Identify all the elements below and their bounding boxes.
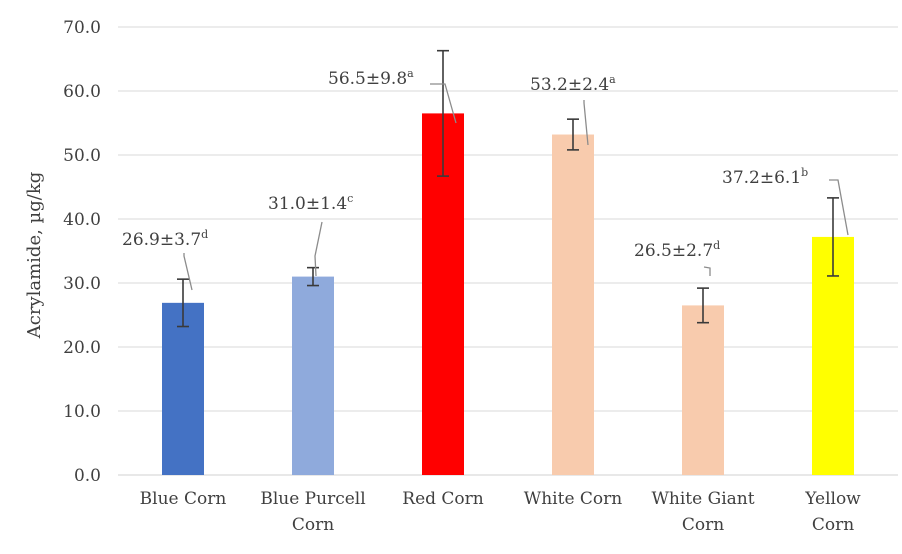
error-bars: [177, 49, 839, 328]
y-tick-label: 10.0: [63, 402, 101, 422]
error-bar: [827, 197, 839, 277]
data-labels: 26.9±3.7d 31.0±1.4c 56.5±9.8a 53.2±2.4a 26.5…: [122, 67, 808, 261]
bar: [292, 276, 334, 475]
error-bar: [437, 49, 449, 177]
label-leader-line: [583, 100, 589, 146]
bar-data-label: 31.0±1.4c: [268, 192, 353, 214]
y-tick-label: 70.0: [63, 18, 101, 38]
bars: [162, 113, 854, 476]
x-category-label: Red Corn: [402, 489, 484, 509]
bar-data-label: 56.5±9.8a: [328, 67, 414, 89]
error-bar: [177, 278, 189, 328]
y-tick-label: 0.0: [74, 466, 101, 486]
x-category-label: White Giant Corn: [651, 489, 754, 535]
bar: [162, 302, 204, 475]
x-category-label: Blue Purcell Corn: [260, 489, 365, 535]
bar: [552, 134, 594, 475]
x-category-label: Yellow Corn: [804, 489, 861, 535]
bar-data-label: 26.9±3.7d: [122, 228, 208, 250]
gridlines: [118, 26, 898, 476]
label-leader-line: [314, 221, 323, 277]
error-bar: [567, 118, 579, 151]
x-category-label: Blue Corn: [140, 489, 227, 509]
error-bar: [307, 266, 319, 287]
x-axis-categories: Blue Corn Blue Purcell Corn Red Corn White C…: [140, 489, 862, 535]
label-leader-line: [703, 266, 711, 276]
x-category-label: White Corn: [524, 489, 623, 509]
y-tick-label: 60.0: [63, 82, 101, 102]
y-tick-label: 30.0: [63, 274, 101, 294]
label-leader-lines: [183, 83, 849, 291]
label-leader-line: [829, 179, 849, 236]
bar-data-label: 53.2±2.4a: [530, 73, 616, 95]
label-leader-line: [183, 253, 193, 291]
y-tick-label: 50.0: [63, 146, 101, 166]
label-leader-line: [430, 83, 457, 124]
y-axis-ticks: 0.0 10.0 20.0 30.0 40.0 50.0 60.0 70.0: [63, 18, 101, 486]
bar-data-label: 37.2±6.1b: [722, 166, 808, 188]
error-bar: [697, 287, 709, 324]
y-tick-label: 20.0: [63, 338, 101, 358]
y-axis-label: Acrylamide, µg/kg: [24, 172, 45, 340]
bar-data-label: 26.5±2.7d: [634, 239, 720, 261]
bar: [682, 305, 724, 475]
y-tick-label: 40.0: [63, 210, 101, 230]
